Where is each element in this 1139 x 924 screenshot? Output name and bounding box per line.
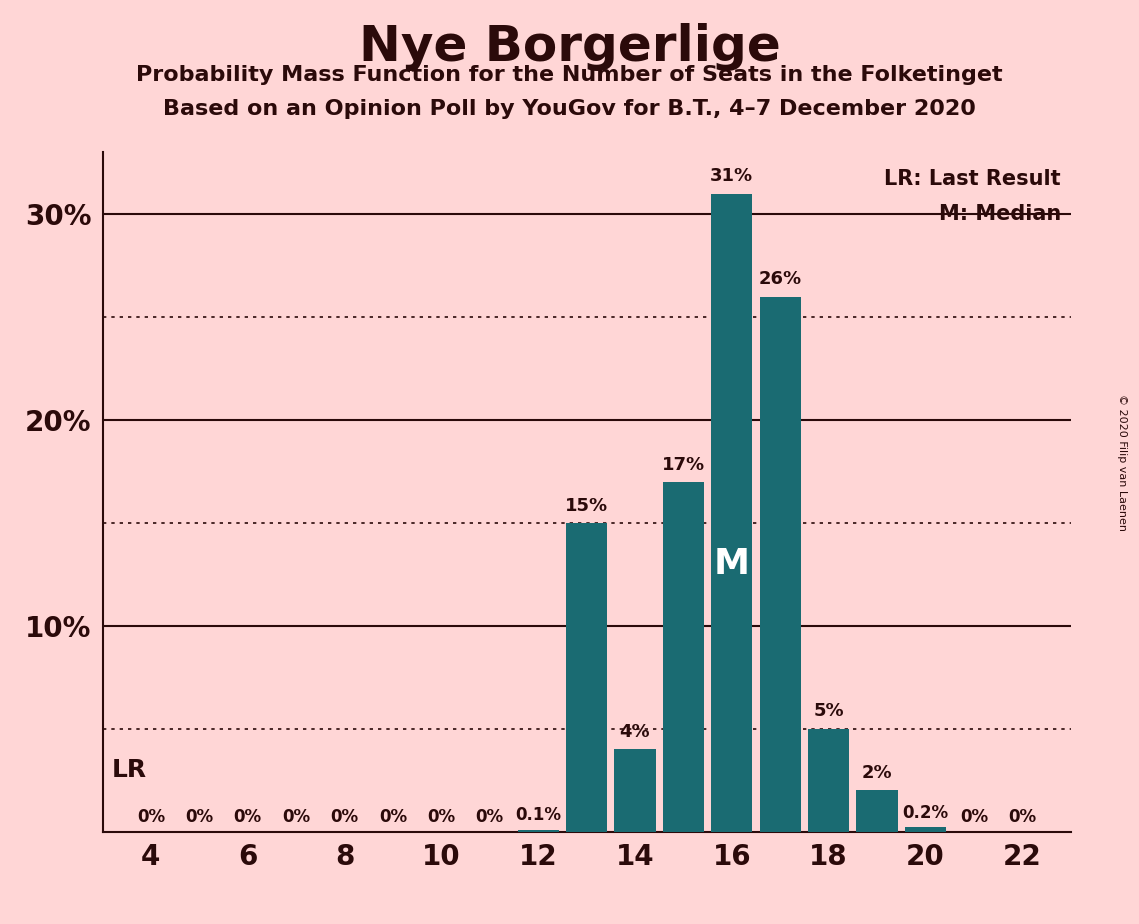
Bar: [566, 523, 607, 832]
Text: M: Median: M: Median: [939, 204, 1062, 224]
Bar: [904, 828, 947, 832]
Text: 5%: 5%: [813, 702, 844, 721]
Text: 0.1%: 0.1%: [515, 807, 562, 824]
Text: 17%: 17%: [662, 456, 705, 473]
Text: 2%: 2%: [862, 764, 892, 783]
Text: 0%: 0%: [427, 808, 456, 826]
Text: 0%: 0%: [330, 808, 359, 826]
Text: 15%: 15%: [565, 497, 608, 515]
Text: Based on an Opinion Poll by YouGov for B.T., 4–7 December 2020: Based on an Opinion Poll by YouGov for B…: [163, 99, 976, 119]
Text: 0%: 0%: [282, 808, 310, 826]
Bar: [711, 194, 753, 832]
Text: M: M: [714, 547, 749, 580]
Text: Nye Borgerlige: Nye Borgerlige: [359, 23, 780, 71]
Text: 31%: 31%: [711, 167, 753, 186]
Text: 26%: 26%: [759, 271, 802, 288]
Text: 0%: 0%: [137, 808, 165, 826]
Text: LR: Last Result: LR: Last Result: [884, 169, 1062, 188]
Text: 0%: 0%: [379, 808, 407, 826]
Text: © 2020 Filip van Laenen: © 2020 Filip van Laenen: [1117, 394, 1126, 530]
Text: 0%: 0%: [476, 808, 503, 826]
Bar: [663, 481, 704, 832]
Bar: [517, 830, 559, 832]
Text: 0%: 0%: [1008, 808, 1036, 826]
Bar: [614, 749, 656, 832]
Text: 0.2%: 0.2%: [902, 804, 949, 822]
Bar: [808, 729, 850, 832]
Text: 0%: 0%: [233, 808, 262, 826]
Text: 4%: 4%: [620, 723, 650, 741]
Bar: [857, 790, 898, 832]
Text: LR: LR: [112, 758, 147, 782]
Text: Probability Mass Function for the Number of Seats in the Folketinget: Probability Mass Function for the Number…: [137, 65, 1002, 85]
Text: 0%: 0%: [186, 808, 213, 826]
Text: 0%: 0%: [960, 808, 988, 826]
Bar: [760, 297, 801, 832]
